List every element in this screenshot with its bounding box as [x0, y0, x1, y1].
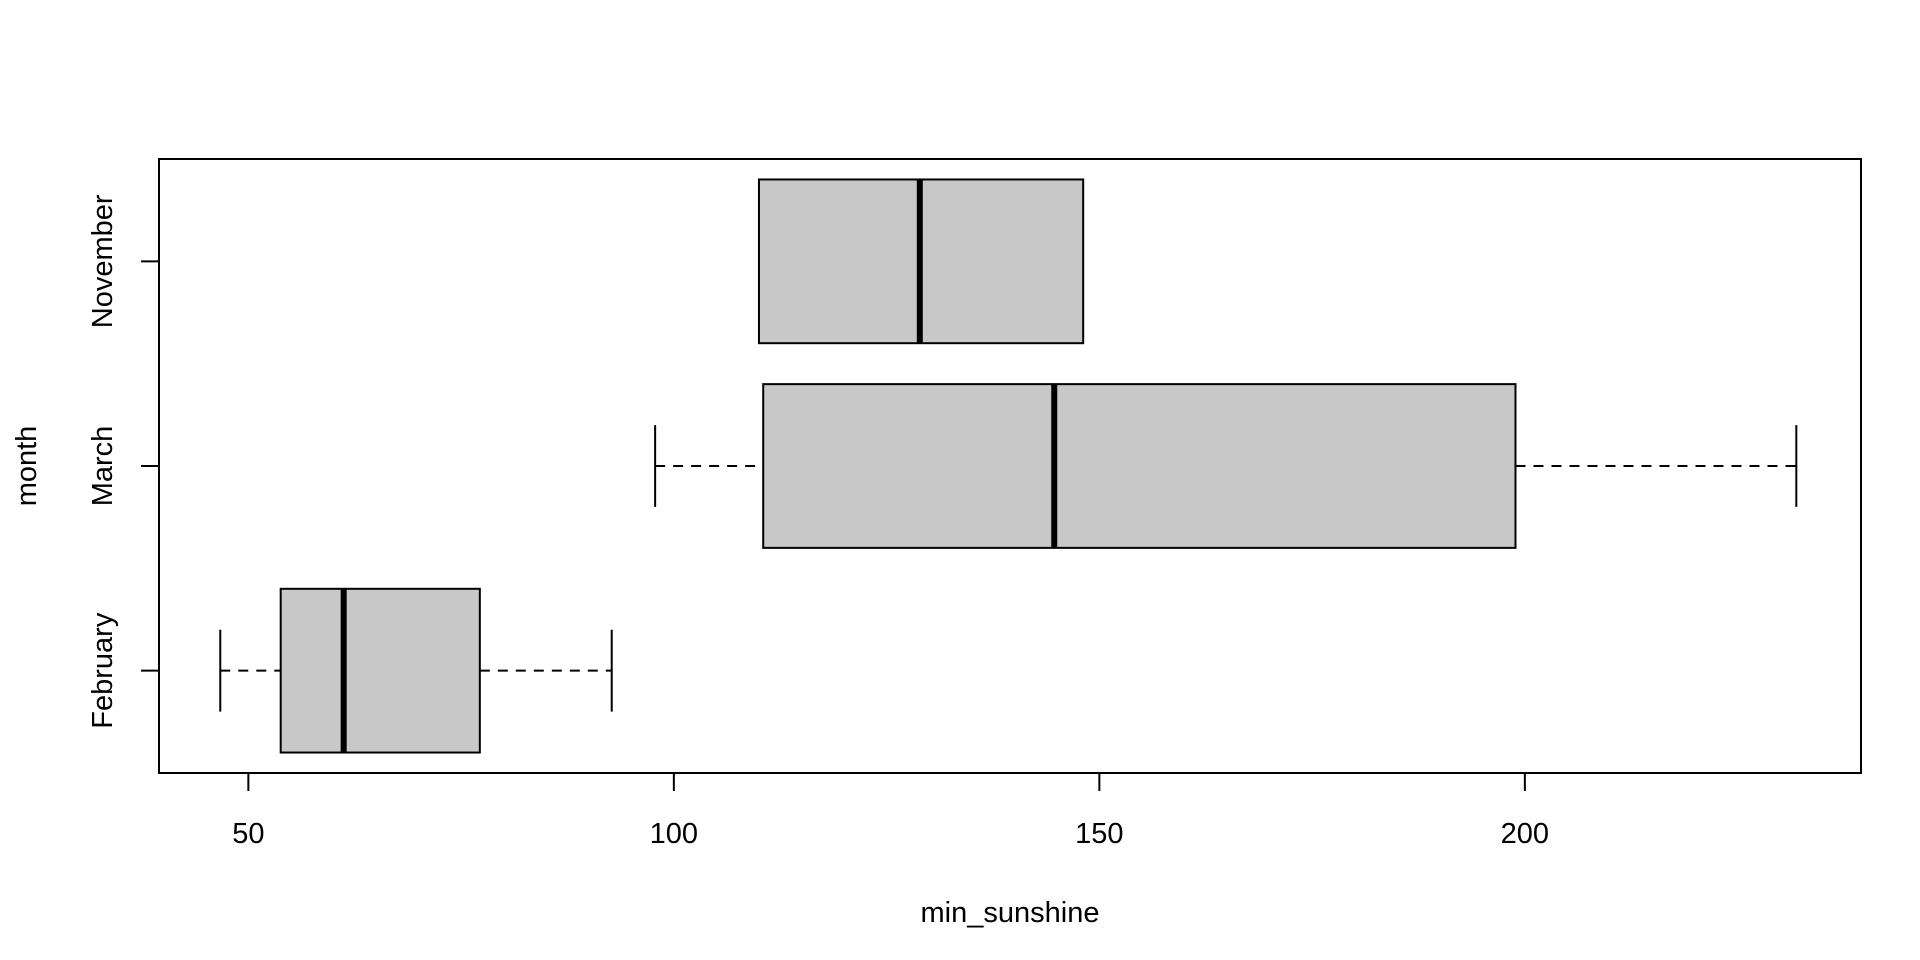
x-tick-label: 100 [650, 818, 698, 850]
y-axis: February March November [87, 194, 159, 729]
box-february [279, 587, 481, 754]
box-group-november [757, 178, 1085, 345]
box-group-march [654, 383, 1798, 549]
boxes-layer [219, 178, 1798, 754]
x-tick-label: 50 [232, 818, 264, 850]
x-tick-label: 150 [1075, 818, 1123, 850]
y-tick-label-february: February [87, 612, 119, 729]
y-tick-label-november: November [87, 194, 119, 328]
y-axis-title: month [11, 426, 43, 507]
y-tick-label-march: March [87, 426, 119, 507]
x-axis: 50 100 150 200 [232, 773, 1549, 850]
x-axis-title: min_sunshine [921, 897, 1100, 929]
box-march [762, 383, 1517, 549]
box-group-february [219, 587, 613, 754]
x-tick-label: 200 [1501, 818, 1549, 850]
